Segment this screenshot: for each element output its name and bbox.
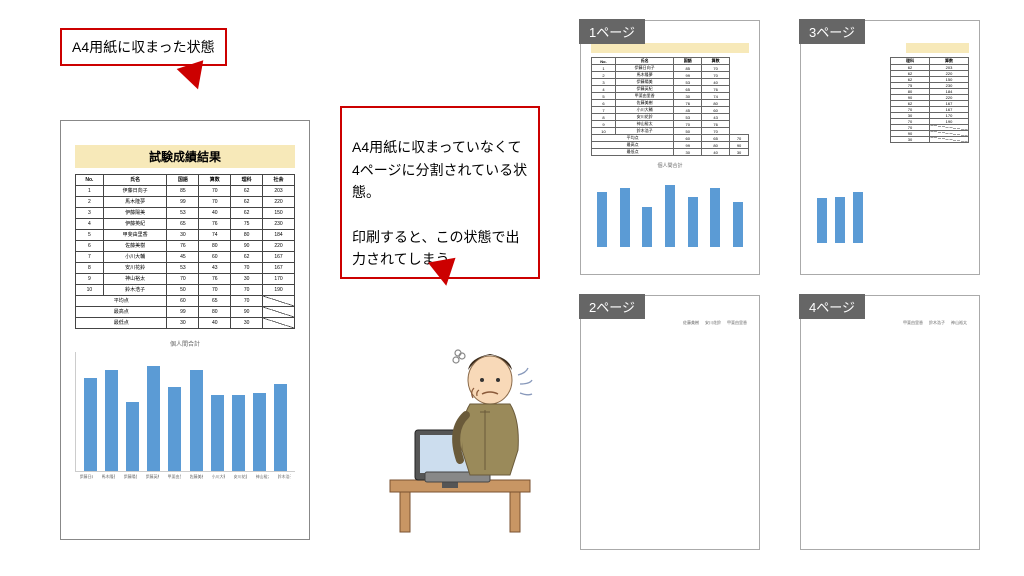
col-header: No. [76, 175, 104, 186]
p1-chart-title: 個人間合計 [591, 162, 749, 169]
table-row: 8安川花鈴534370167 [76, 263, 295, 274]
chart-bar [253, 393, 266, 471]
col-header: 社会 [263, 175, 295, 186]
col-header: 国語 [167, 175, 199, 186]
page-tag-3: 3ページ [799, 19, 865, 44]
split-page-4: 4ページ 甲斐由里香鈴木浩子神山裕太 [800, 295, 980, 550]
table-row: 3伊藤陽美534062150 [76, 208, 295, 219]
chart-bar [190, 370, 203, 471]
chart-bar [168, 387, 181, 471]
table-row: 1伊藤日向子857062203 [76, 186, 295, 197]
col-header: 算数 [199, 175, 231, 186]
doc-title: 試験成績結果 [75, 145, 295, 168]
summary-row: 最低点304030 [76, 318, 295, 329]
split-page-1: 1ページ No.氏名国語算数1伊藤日向子85702馬木隆夢99703伊藤陽美53… [580, 20, 760, 275]
chart-title: 個人間合計 [75, 339, 295, 348]
chart-bar [232, 395, 245, 471]
p1-chart [591, 177, 749, 247]
p1-title-band [591, 43, 749, 53]
p1-table: No.氏名国語算数1伊藤日向子85702馬木隆夢99703伊藤陽美53404伊藤… [591, 57, 749, 156]
p3-title-band [906, 43, 969, 53]
bar-chart [75, 352, 295, 472]
p3-table: 理科算数622036222062150752308018490220621677… [890, 57, 969, 143]
callout-left-text: A4用紙に収まった状態 [72, 39, 215, 55]
table-row: 7小川大輔456062167 [76, 252, 295, 263]
pointer-right [428, 258, 460, 288]
summary-row: 最高点998090 [76, 307, 295, 318]
col-header: 氏名 [103, 175, 167, 186]
table-row: 4伊藤英紀657675230 [76, 219, 295, 230]
p2-fragment: 佐藤美樹安川花鈴甲斐由里香 [591, 318, 749, 328]
chart-bar [211, 395, 224, 471]
table-row: 6佐藤美樹768090220 [76, 241, 295, 252]
p3-chart [811, 173, 969, 243]
col-header: 理科 [231, 175, 263, 186]
chart-bar [84, 378, 97, 471]
callout-right: A4用紙に収まっていなくて4ページに分割されている状態。 印刷すると、この状態で… [340, 106, 540, 279]
table-row: 9神山裕太707630170 [76, 274, 295, 285]
chart-bar [147, 366, 160, 471]
table-row: 10鈴木浩子507070190 [76, 285, 295, 296]
chart-axis-labels: 伊藤日向子馬木隆夢伊藤陽美伊藤英紀甲斐由里香佐藤美樹小川大輔安川花鈴神山裕太鈴木… [75, 474, 295, 480]
a4-full-page: 試験成績結果 No.氏名国語算数理科社会 1伊藤日向子8570622032馬木隆… [60, 120, 310, 540]
split-page-3: 3ページ 理科算数6220362220621507523080184902206… [800, 20, 980, 275]
table-row: 2馬木隆夢997062220 [76, 197, 295, 208]
score-table: No.氏名国語算数理科社会 1伊藤日向子8570622032馬木隆夢997062… [75, 174, 295, 329]
split-page-2: 2ページ 佐藤美樹安川花鈴甲斐由里香 [580, 295, 760, 550]
table-header-row: No.氏名国語算数理科社会 [76, 175, 295, 186]
chart-bar [274, 384, 287, 471]
summary-row: 平均点606570 [76, 296, 295, 307]
chart-bar [126, 402, 139, 471]
table-row: 5甲斐由里香307480184 [76, 230, 295, 241]
callout-right-text: A4用紙に収まっていなくて4ページに分割されている状態。 印刷すると、この状態で… [352, 139, 527, 267]
page-tag-2: 2ページ [579, 294, 645, 319]
page-tag-4: 4ページ [799, 294, 865, 319]
page-tag-1: 1ページ [579, 19, 645, 44]
chart-bar [105, 370, 118, 471]
p4-fragment: 甲斐由里香鈴木浩子神山裕太 [811, 318, 969, 328]
worried-person-illustration [370, 320, 550, 540]
